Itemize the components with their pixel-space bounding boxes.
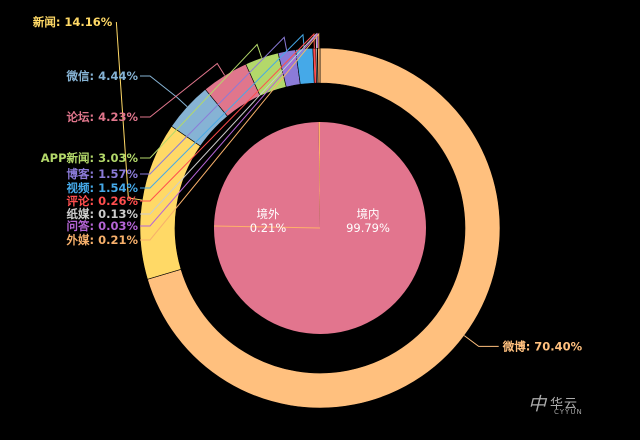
inner-label-value-overseas: 0.21% bbox=[250, 221, 287, 235]
leader-line-qa bbox=[140, 32, 318, 227]
inner-label-name-overseas: 境外 bbox=[257, 207, 280, 221]
inner-slice-overseas-marker bbox=[213, 225, 321, 229]
leader-line-print bbox=[140, 32, 318, 215]
label-comment: 评论: 0.26% bbox=[67, 194, 139, 208]
label-blog: 博客: 1.57% bbox=[67, 167, 139, 181]
leader-line-comment bbox=[140, 32, 315, 202]
label-video: 视频: 1.54% bbox=[67, 181, 139, 195]
leader-line-weibo bbox=[463, 335, 499, 347]
outer-labels: 微博: 70.40% 新闻: 14.16% 微信: 4.44% 论坛: 4.23% AP… bbox=[33, 15, 583, 353]
label-app-news: APP新闻: 3.03% bbox=[41, 151, 139, 165]
inner-label-value-domestic: 99.79% bbox=[346, 221, 390, 235]
slice-foreign bbox=[317, 47, 321, 84]
leader-line-video bbox=[140, 33, 305, 189]
leader-line-news bbox=[115, 21, 143, 201]
watermark-mark: 中 bbox=[528, 394, 546, 415]
leader-line-foreign bbox=[140, 32, 320, 241]
watermark-logo: 中 华云 CYYUN bbox=[528, 390, 600, 418]
inner-slice-overseas bbox=[318, 122, 320, 228]
label-wechat: 微信: 4.44% bbox=[66, 69, 139, 83]
slice-weibo bbox=[147, 47, 501, 409]
label-forum: 论坛: 4.23% bbox=[67, 110, 139, 124]
label-print: 纸媒: 0.13% bbox=[67, 207, 139, 221]
label-weibo: 微博: 70.40% bbox=[502, 339, 583, 353]
watermark-subtext: CYYUN bbox=[554, 408, 583, 416]
label-qa: 问答: 0.03% bbox=[67, 219, 139, 233]
leader-line-blog bbox=[140, 36, 288, 175]
inner-label-name-domestic: 境内 bbox=[357, 207, 380, 221]
label-news: 新闻: 14.16% bbox=[33, 15, 113, 29]
watermark-text: 华云 bbox=[550, 397, 579, 412]
leader-line-forum bbox=[140, 62, 226, 118]
inner-pie bbox=[213, 122, 426, 335]
leader-line-wechat bbox=[140, 75, 188, 107]
leader-line-app-news bbox=[140, 43, 263, 159]
label-foreign: 外媒: 0.21% bbox=[66, 233, 139, 247]
